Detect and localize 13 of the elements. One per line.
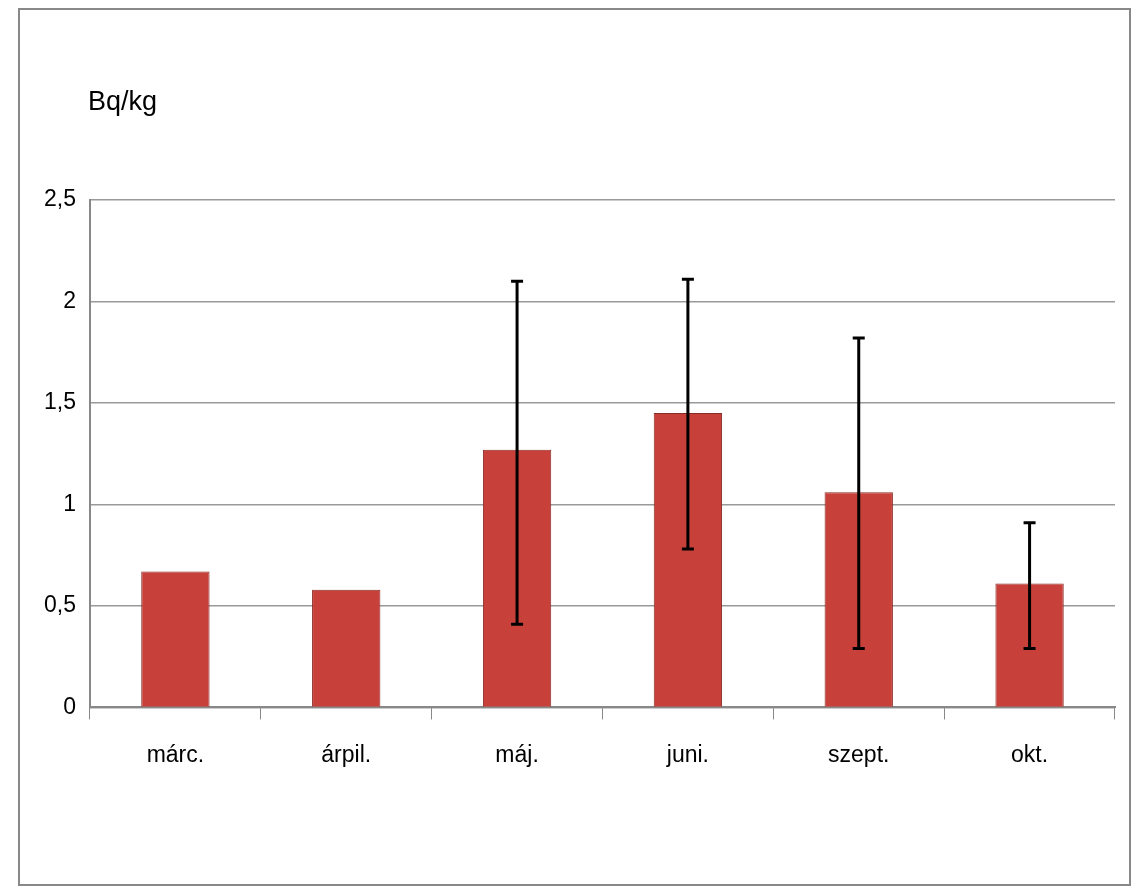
x-tick-label: árpil. (321, 740, 372, 767)
x-tick-label: máj. (495, 740, 539, 767)
x-tick-label: márc. (146, 740, 205, 767)
y-axis-title: Bq/kg (88, 86, 158, 117)
x-tick-label: okt. (1011, 740, 1049, 767)
y-tick-label: 2 (63, 286, 76, 313)
y-tick-label: 2,5 (43, 185, 76, 212)
y-tick-label: 0,5 (43, 591, 76, 618)
y-tick-label: 0 (63, 692, 76, 719)
y-tick-label: 1 (63, 489, 76, 516)
x-tick-label: szept. (828, 740, 890, 767)
y-tick-label: 1,5 (43, 388, 76, 415)
x-tick-label: juni. (665, 740, 710, 767)
